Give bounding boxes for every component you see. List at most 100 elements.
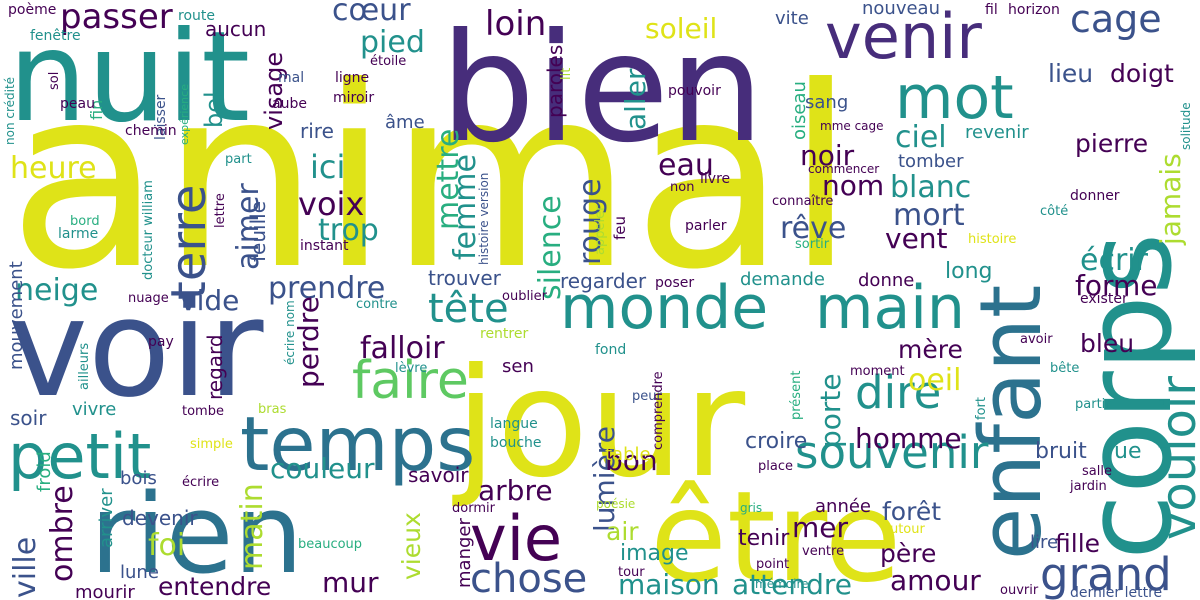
word-sortir: sortir — [795, 237, 830, 252]
word-route: route — [178, 8, 215, 24]
word-soir: soir — [10, 406, 47, 430]
word-amour: amour — [890, 564, 981, 597]
word-entendre: entendre — [158, 572, 271, 600]
word-lieu: lieu — [1048, 59, 1093, 88]
word-bras: bras — [258, 402, 287, 417]
word-regarder: regarder — [560, 269, 647, 293]
word-bruit: bruit — [1035, 439, 1087, 464]
word-non: non — [670, 180, 694, 195]
word-autour: autour — [882, 522, 925, 537]
word-demande: demande — [740, 269, 825, 290]
word-connaître: connaître — [772, 194, 833, 209]
word-lune: lune — [120, 562, 159, 583]
word-ville: ville — [8, 537, 43, 598]
word-tour: tour — [618, 565, 645, 580]
word-écrire: écrire — [182, 475, 219, 490]
word-trouver: trouver — [428, 266, 502, 290]
word-côté: côté — [1040, 204, 1068, 219]
word-étoile: étoile — [370, 54, 406, 69]
word-pouvoir: pouvoir — [668, 83, 721, 99]
word-aller: aller — [619, 68, 652, 130]
word-horizon: horizon — [1008, 2, 1060, 18]
word-chemin: chemin — [125, 123, 177, 139]
word-contre: contre — [356, 297, 398, 312]
word-vent: vent — [885, 222, 948, 255]
word-nuage: nuage — [128, 291, 169, 306]
word-fille: fille — [1055, 529, 1100, 558]
word-place: place — [758, 459, 793, 474]
word-rue: rue — [1105, 439, 1142, 464]
word-mouvement: mouvement — [6, 261, 27, 370]
word-bel: bel — [200, 91, 228, 128]
word-heure: heure — [10, 151, 97, 186]
word-regard: regard — [203, 334, 227, 400]
word-sang: sang — [805, 92, 848, 113]
word-écrire-nom: écrire nom — [283, 300, 297, 365]
word-gris: gris — [740, 501, 762, 515]
word-sen: sen — [502, 356, 534, 377]
word-aube: aube — [272, 96, 307, 112]
word-dormir: dormir — [452, 501, 496, 516]
word-vieux: vieux — [397, 512, 426, 580]
word-mère: mère — [898, 335, 963, 364]
word-savoir: savoir — [408, 463, 469, 487]
word-présent: présent — [789, 371, 804, 420]
word-ventre: ventre — [802, 544, 844, 559]
word-docteur-william: docteur william — [141, 180, 156, 280]
word-froid: froid — [34, 451, 55, 492]
word-appeler: appeler — [593, 205, 608, 255]
word-ligne: ligne — [335, 70, 369, 86]
word-long: long — [945, 259, 992, 284]
word-ailleurs: ailleurs — [77, 343, 92, 390]
word-miroir: miroir — [333, 90, 374, 106]
word-poésie: poésie — [596, 497, 635, 511]
word-expérience: expérience — [178, 84, 191, 145]
word-vouloir: vouloir — [1151, 376, 1200, 540]
word-oiseau: oiseau — [789, 81, 810, 140]
word-nouveau: nouveau — [862, 0, 940, 19]
word-rentrer: rentrer — [480, 326, 528, 342]
word-mal: mal — [278, 70, 304, 86]
word-langue: langue — [490, 416, 538, 432]
word-point: point — [756, 557, 789, 572]
word-fenêtre: fenêtre — [30, 28, 81, 44]
word-visage: visage — [260, 52, 288, 130]
word-tenir: tenir — [738, 526, 790, 551]
word-livre: livre — [700, 171, 730, 187]
word-feuille: feuille — [246, 201, 270, 262]
word-pierre: pierre — [1075, 129, 1148, 158]
word-jamais: jamais — [1154, 153, 1187, 246]
word-vivre: vivre — [72, 399, 116, 420]
word-homme: homme — [855, 422, 962, 455]
word-bleu: bleu — [1080, 329, 1134, 358]
word-père: père — [880, 539, 936, 568]
word-arriver: arriver — [96, 488, 117, 548]
word-loin: loin — [485, 4, 546, 44]
word-année: année — [815, 496, 871, 517]
word-oublier: oublier — [502, 289, 548, 304]
word-mme-cage: mme cage — [820, 119, 884, 133]
word-image: image — [620, 541, 689, 566]
word-neige: neige — [15, 273, 98, 308]
word-sol: sol — [47, 72, 62, 90]
word-couleur: couleur — [270, 452, 375, 485]
word-poème: poème — [8, 2, 56, 18]
word-bois: bois — [120, 468, 157, 489]
word-foi: foi — [148, 528, 185, 563]
word-cœur: cœur — [332, 0, 411, 28]
word-pay: pay — [148, 334, 174, 350]
word-fond: fond — [595, 342, 626, 358]
word-histoire: histoire — [968, 232, 1016, 247]
word-exister: exister — [1080, 291, 1128, 307]
word-lettre: lettre — [213, 193, 228, 228]
word-donner: donner — [1070, 188, 1120, 204]
word-histoire-version: histoire version — [477, 173, 491, 265]
word-fort: fort — [974, 397, 989, 420]
word-porte: porte — [814, 373, 847, 448]
word-tomber: tomber — [898, 151, 964, 172]
word-avoir: avoir — [1020, 332, 1053, 347]
word-soleil: soleil — [645, 12, 717, 45]
word-beaucoup: beaucoup — [298, 537, 362, 552]
word-simple: simple — [190, 437, 233, 452]
word-mourir: mourir — [75, 582, 135, 600]
